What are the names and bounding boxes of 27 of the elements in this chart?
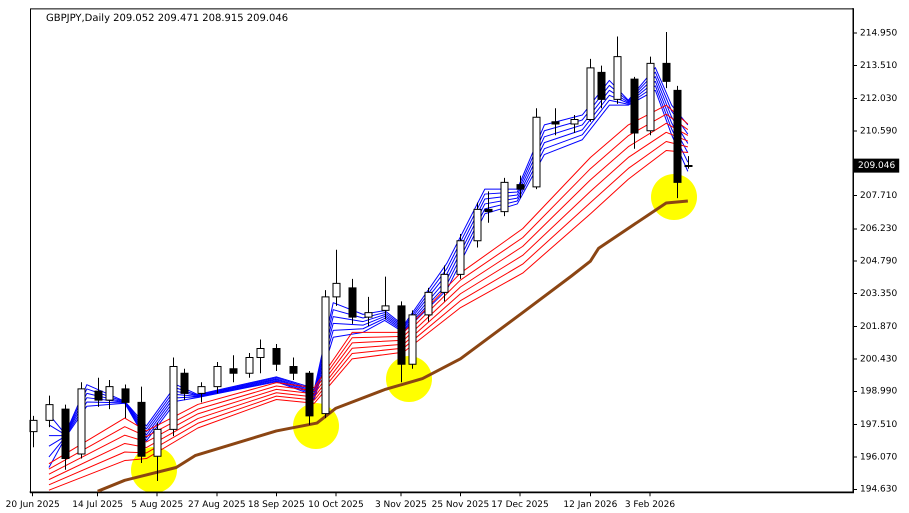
- y-tick-label: 197.510: [860, 420, 898, 430]
- x-tick-label: 10 Oct 2025: [308, 500, 364, 510]
- x-tick-label: 17 Dec 2025: [491, 500, 549, 510]
- x-tick-label: 5 Aug 2025: [131, 500, 184, 510]
- x-tick-label: 20 Jun 2025: [6, 500, 60, 510]
- y-tick-label: 204.790: [860, 256, 898, 267]
- y-tick-label: 207.710: [860, 190, 898, 201]
- text: GBPJPY,Daily 209.052 209.471 208.915 209.046: [46, 12, 288, 24]
- y-tick-label: 210.590: [860, 126, 898, 136]
- y-tick-label: 213.510: [860, 60, 898, 71]
- y-tick-label: 201.870: [860, 322, 898, 332]
- x-tick-label: 3 Nov 2025: [374, 500, 427, 510]
- x-tick-label: 18 Sep 2025: [248, 500, 305, 510]
- x-tick-label: 3 Feb 2026: [624, 500, 676, 510]
- y-tick-label: 194.630: [860, 484, 898, 495]
- y-tick-label: 212.030: [860, 94, 898, 104]
- y-tick-label: 203.350: [860, 288, 898, 299]
- y-tick-label: 200.430: [860, 354, 898, 364]
- y-tick-label: 198.990: [860, 386, 898, 397]
- y-tick-label: 214.950: [860, 28, 898, 38]
- x-tick-label: 27 Aug 2025: [188, 500, 246, 510]
- y-tick-label: 196.070: [860, 452, 898, 462]
- x-tick-label: 25 Nov 2025: [432, 500, 490, 510]
- x-tick-label: 14 Jul 2025: [72, 500, 124, 510]
- text: 209.046: [858, 160, 896, 171]
- y-tick-label: 206.230: [860, 224, 898, 234]
- x-tick-label: 12 Jan 2026: [563, 500, 618, 510]
